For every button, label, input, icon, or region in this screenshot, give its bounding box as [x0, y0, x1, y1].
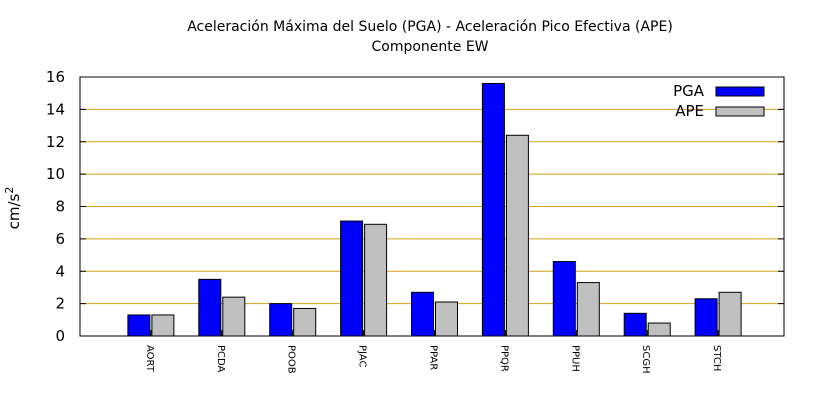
bar-ape-ppar [435, 301, 458, 337]
bar-ape-aort [151, 314, 175, 337]
legend-swatch [715, 86, 765, 97]
legend-label: APE [675, 102, 704, 120]
x-tick-label: PJAC [357, 345, 368, 367]
bar-ape-pcda [222, 296, 246, 337]
x-tick-label: PPAR [428, 345, 439, 370]
y-axis-label: cm/s2 [3, 187, 23, 230]
y-tick-label: 8 [55, 198, 65, 216]
chart-title: Aceleración Máxima del Suelo (PGA) - Ace… [187, 19, 673, 35]
bar-pga-ppar [411, 291, 434, 337]
x-axis-ticks: AORT PCDA POOB PJAC PPAR PPQR PPUH SCGH STCH [144, 330, 722, 374]
legend: PGA APE [673, 82, 765, 120]
bar-ape-pjac [364, 223, 388, 337]
x-tick-label: PPUH [569, 345, 580, 372]
legend-swatch [715, 106, 765, 117]
bar-pga-aort [127, 314, 151, 337]
bar-pga-stch [694, 298, 718, 337]
y-axis-label-superscript: 2 [3, 187, 16, 194]
x-tick-label: SCGH [640, 345, 651, 374]
y-tick-label: 2 [55, 295, 65, 313]
legend-label: PGA [673, 82, 705, 100]
bar-pga-scgh [623, 312, 647, 337]
y-tick-label: 10 [46, 165, 65, 183]
y-tick-label: 12 [46, 133, 65, 151]
y-tick-label: 0 [55, 327, 65, 345]
grid-lines [80, 108, 784, 305]
x-tick-label: AORT [144, 345, 155, 373]
bar-pga-pjac [340, 220, 364, 337]
bar-pga-poob [269, 303, 293, 337]
bar-ape-ppqr [505, 134, 529, 337]
bar-ape-ppuh [576, 282, 600, 337]
bar-pga-pcda [198, 278, 222, 337]
y-tick-label: 4 [55, 262, 65, 280]
x-tick-label: STCH [711, 345, 722, 371]
bars [127, 82, 742, 337]
y-tick-label: 14 [46, 100, 65, 118]
plot-frame [79, 76, 785, 337]
bar-ape-stch [718, 291, 742, 337]
x-tick-label: PPQR [498, 345, 509, 372]
y-tick-label: 16 [46, 68, 65, 86]
x-tick-label: PCDA [215, 345, 226, 373]
bar-ape-poob [293, 307, 317, 337]
bar-pga-ppuh [552, 261, 576, 337]
y-tick-label: 6 [55, 230, 65, 248]
chart-subtitle: Componente EW [371, 39, 488, 55]
x-tick-label: POOB [286, 345, 297, 374]
y-axis-ticks: 0 2 4 6 8 10 12 14 16 [46, 68, 784, 345]
bar-pga-ppqr [481, 82, 505, 337]
bar-ape-scgh [647, 322, 671, 337]
